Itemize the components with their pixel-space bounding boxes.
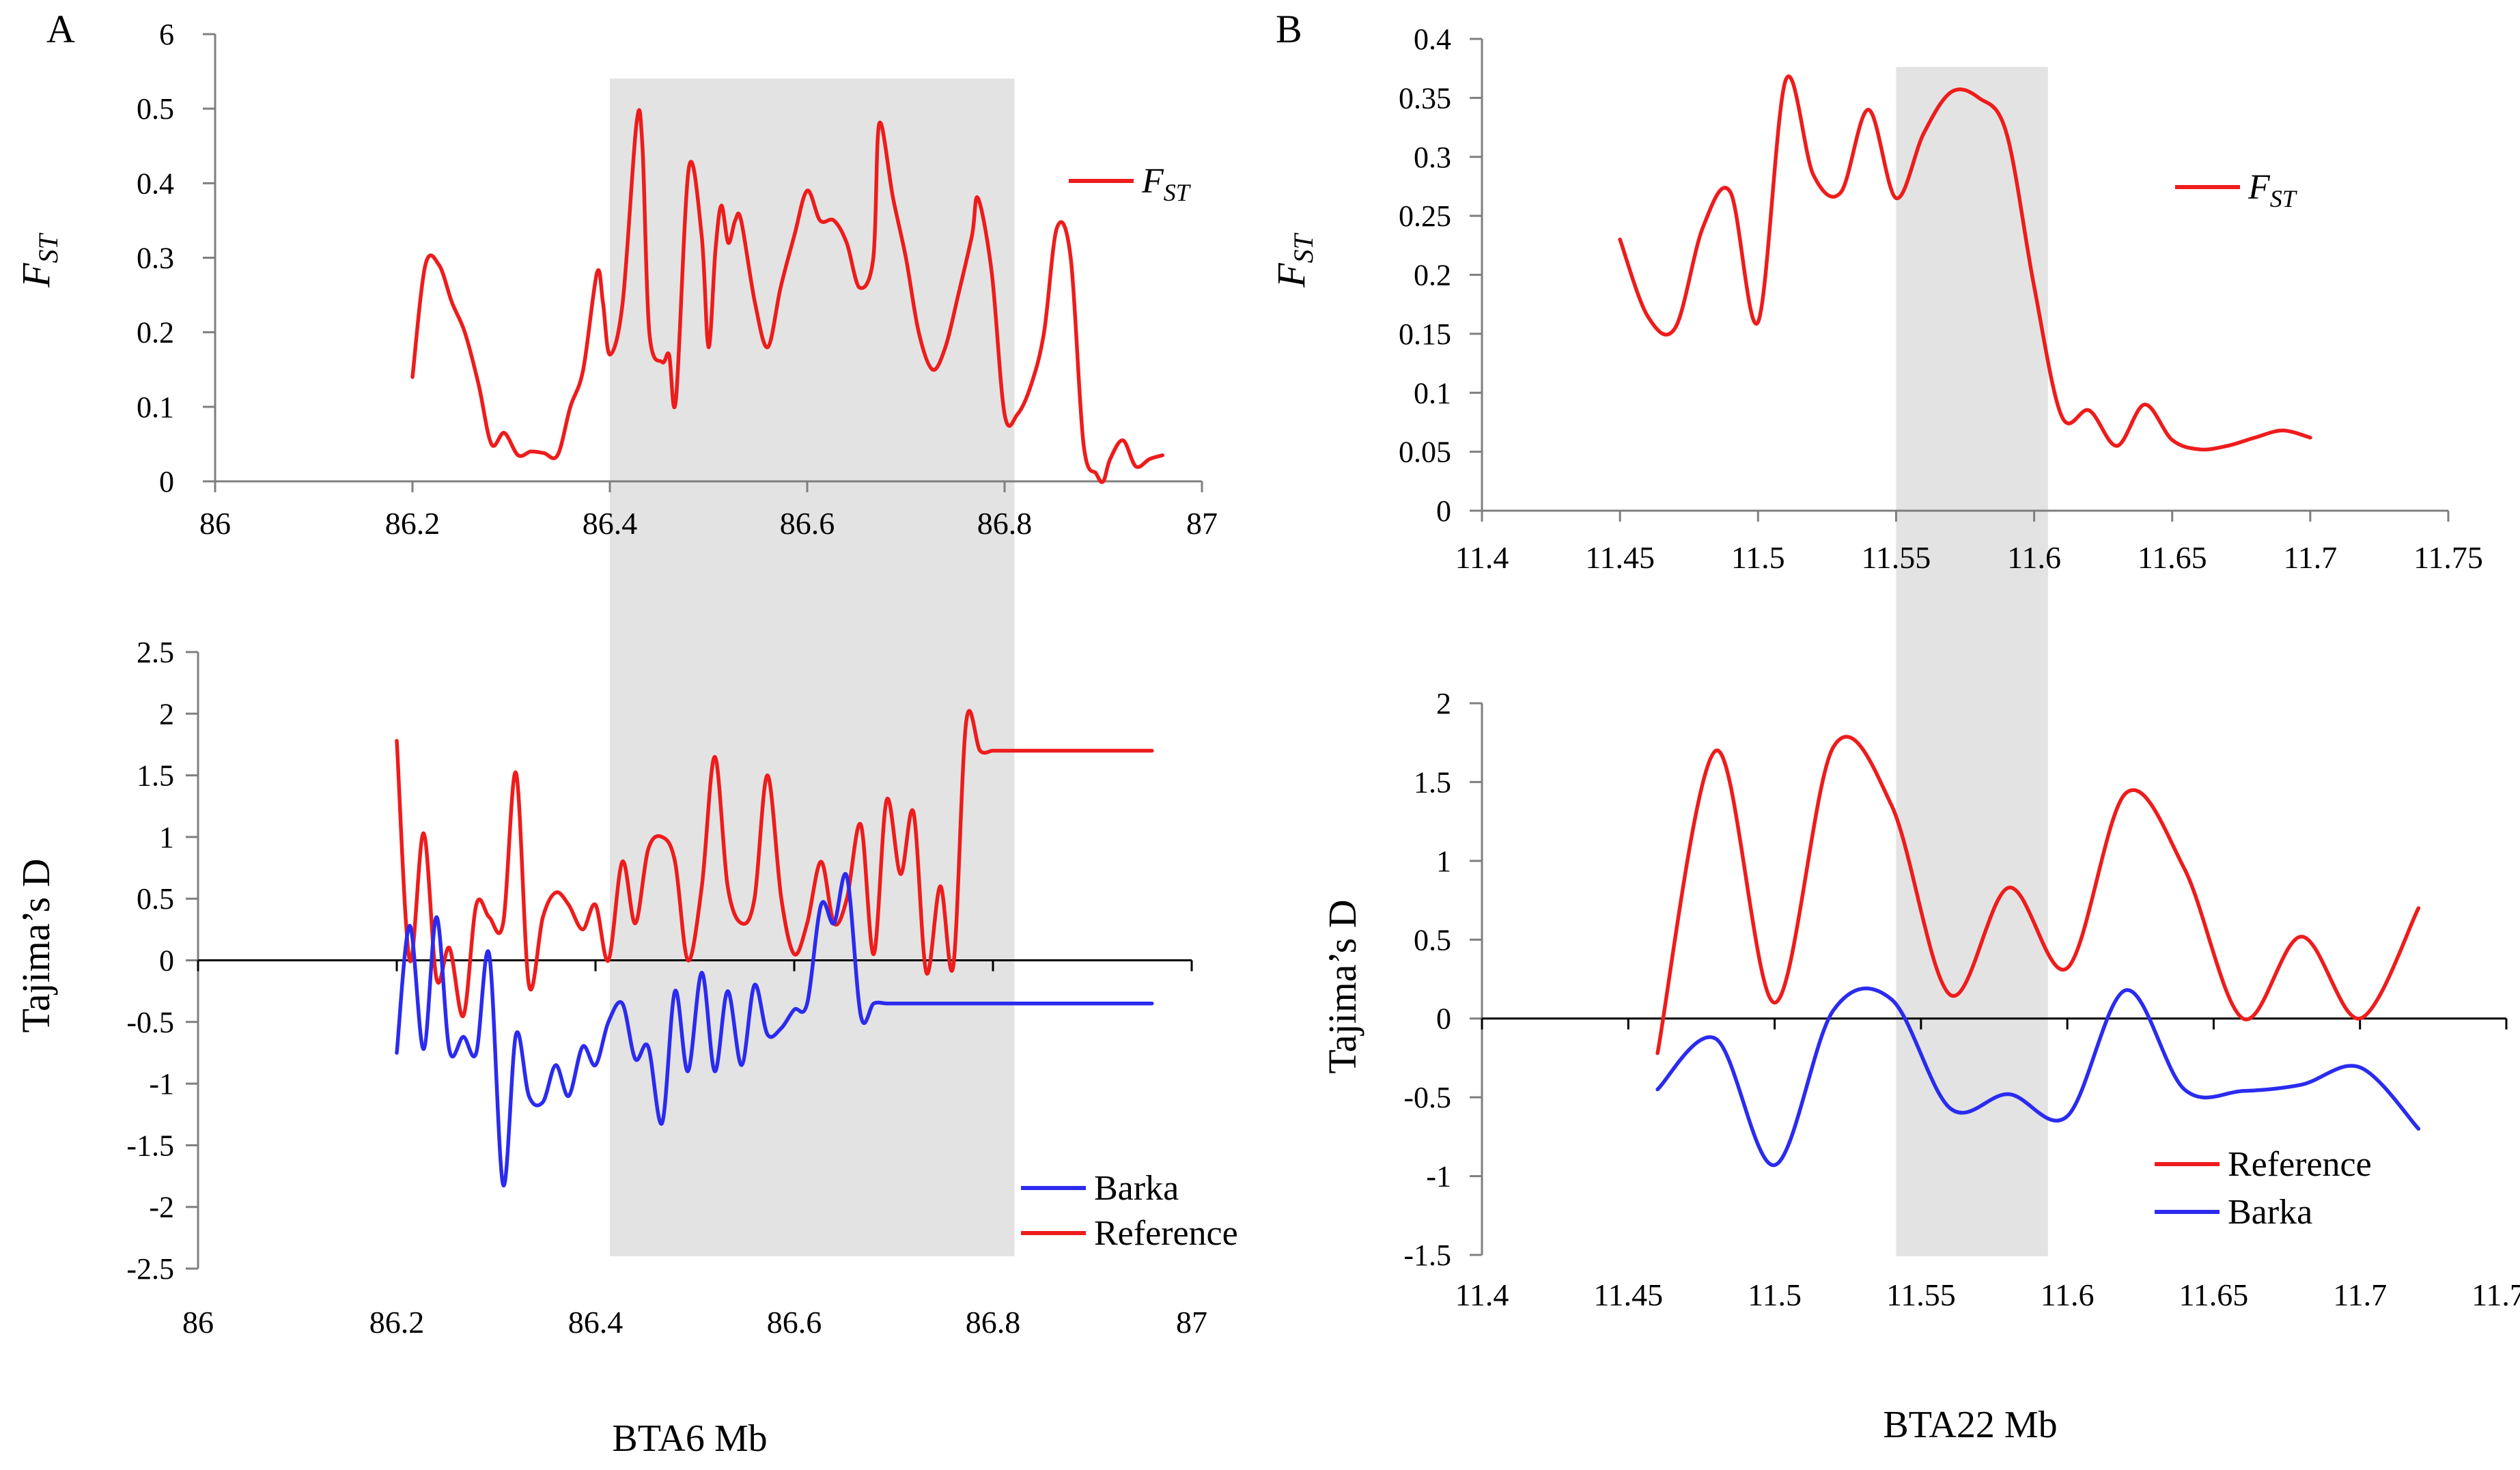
x-tick-label: 11.7	[2283, 540, 2337, 575]
x-tick-label: 86.2	[385, 506, 440, 541]
y-axis-title: FST	[14, 232, 64, 287]
plots-layer: 0 0.1 0.2 0.3 0.4 0.5 6 86 86.2 86.4 86.6 86.8 87 FST…	[14, 18, 2520, 1340]
series-line-barka	[395, 872, 1154, 1188]
chart-A_tajima: -2.5 -2 -1.5 -1 -0.5 0 0.5 1 1.5 2 2.5 86 86.2 86.4 86…	[14, 636, 1238, 1340]
y-tick-label: 0.1	[1414, 376, 1451, 410]
y-tick-label: -1.5	[1403, 1239, 1451, 1272]
legend-label: Reference	[1094, 1214, 1238, 1253]
x-tick-label: 11.5	[1748, 1277, 1802, 1312]
x-tick-label: 86.8	[977, 506, 1033, 541]
x-tick-label: 86.6	[767, 1305, 822, 1340]
x-axis-title-bta22: BTA22 Mb	[1883, 1404, 2057, 1446]
legend-label: FST	[2248, 168, 2298, 212]
legend-label: FST	[1141, 162, 1192, 206]
y-tick-label: 1.5	[137, 759, 174, 793]
x-tick-label: 86.4	[583, 506, 638, 541]
x-tick-label: 86	[199, 506, 231, 541]
x-tick-label: 11.5	[1731, 540, 1785, 575]
x-tick-label: 11.65	[2179, 1277, 2249, 1312]
y-tick-label: 0.4	[1414, 23, 1451, 56]
panel-a-label: A	[46, 7, 75, 51]
y-tick-label: 2	[1436, 687, 1451, 720]
x-tick-label: 86	[182, 1305, 214, 1340]
y-tick-label: 0.35	[1399, 81, 1451, 115]
x-tick-label: 11.6	[2041, 1277, 2095, 1312]
y-tick-label: 1	[159, 821, 174, 854]
x-tick-label: 11.75	[2413, 540, 2483, 575]
x-axis-title-bta6: BTA6 Mb	[612, 1417, 767, 1460]
x-tick-label: 11.55	[1886, 1277, 1956, 1312]
x-tick-label: 11.55	[1862, 540, 1931, 575]
x-tick-label: 11.65	[2138, 540, 2207, 575]
y-tick-label: 0.3	[137, 242, 174, 275]
x-tick-label: 11.45	[1585, 540, 1655, 575]
y-tick-label: 1.5	[1414, 765, 1451, 799]
x-tick-label: 86.4	[568, 1305, 624, 1340]
x-tick-label: 86.6	[780, 506, 835, 541]
y-tick-label: -1	[1426, 1160, 1451, 1193]
y-tick-label: 0	[159, 465, 174, 498]
y-tick-label: 0.5	[1414, 923, 1451, 957]
y-tick-label: -2	[149, 1191, 174, 1224]
y-tick-label: -0.5	[1403, 1081, 1451, 1114]
y-tick-label: 0.3	[1414, 141, 1451, 174]
y-tick-label: 0.05	[1399, 436, 1451, 469]
x-tick-label: 11.4	[1455, 1277, 1509, 1312]
series-line-reference	[395, 709, 1154, 1018]
panel-b-label: B	[1276, 7, 1302, 51]
chart-B_fst: 00.050.10.150.20.250.30.350.411.4 11.45 11…	[1269, 23, 2483, 1256]
legend-label: Reference	[2228, 1145, 2372, 1184]
x-tick-label: 87	[1176, 1305, 1207, 1340]
y-axis-title: Tajima’s D	[1320, 899, 1364, 1073]
x-tick-label: 11.4	[1455, 540, 1509, 575]
legend-label: Barka	[2228, 1193, 2312, 1232]
legend-label: Barka	[1094, 1169, 1179, 1208]
y-tick-label: 2.5	[137, 636, 174, 669]
x-tick-label: 86.8	[966, 1305, 1021, 1340]
x-tick-label: 11.6	[2007, 540, 2061, 575]
y-tick-label: 0	[1436, 1002, 1451, 1036]
series-line-fst	[410, 108, 1164, 484]
y-tick-label: 0.15	[1399, 317, 1451, 351]
x-tick-label: 86.2	[369, 1305, 425, 1340]
y-tick-label: -1.5	[126, 1129, 174, 1162]
y-tick-label: 0.1	[137, 391, 174, 424]
y-tick-label: 6	[159, 18, 174, 51]
y-tick-label: 0.2	[137, 316, 174, 350]
y-tick-label: 0.25	[1399, 199, 1451, 233]
y-tick-label: -2.5	[126, 1252, 174, 1286]
y-axis-title: Tajima’s D	[14, 858, 58, 1032]
y-tick-label: 0.4	[137, 167, 174, 200]
y-tick-label: 2	[159, 697, 174, 731]
y-tick-label: 0	[1436, 494, 1451, 528]
x-tick-label: 11.7	[2333, 1277, 2387, 1312]
chart-A_fst: 0 0.1 0.2 0.3 0.4 0.5 6 86 86.2 86.4 86.6 86.8 87 FST…	[14, 18, 1218, 1256]
x-tick-label: 87	[1186, 506, 1218, 541]
x-tick-label: 11.45	[1593, 1277, 1663, 1312]
y-axis-title: FST	[1269, 232, 1319, 287]
shaded-region	[610, 79, 1015, 1256]
y-tick-label: 0.5	[137, 92, 174, 126]
series-line-reference	[1655, 735, 2421, 1056]
y-tick-label: 1	[1436, 845, 1451, 878]
series-line-barka	[1655, 986, 2421, 1168]
series-line-fst	[1618, 74, 2312, 452]
y-tick-label: 0	[159, 944, 174, 978]
y-tick-label: -0.5	[126, 1006, 174, 1039]
y-tick-label: 0.2	[1414, 259, 1451, 292]
y-tick-label: -1	[149, 1067, 174, 1101]
y-tick-label: 0.5	[137, 882, 174, 916]
x-tick-label: 11.75	[2472, 1277, 2520, 1312]
